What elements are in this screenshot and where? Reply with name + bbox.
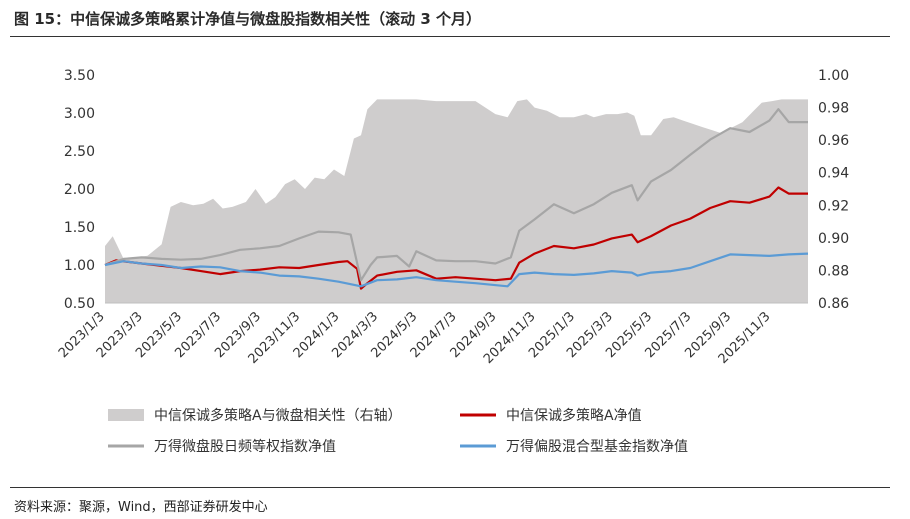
legend-label: 中信保诚多策略A净值 xyxy=(506,407,642,424)
legend: 中信保诚多策略A与微盘相关性（右轴） 中信保诚多策略A净值万得微盘股日频等权指数净… xyxy=(108,407,688,455)
y-left-tick-label: 2.00 xyxy=(64,182,95,198)
y-left-tick-label: 1.50 xyxy=(64,220,95,236)
y-left-tick-label: 3.00 xyxy=(64,106,95,122)
series-area-correlation xyxy=(105,99,808,304)
y-right-tick-label: 0.92 xyxy=(818,198,849,214)
y-right-tick-label: 0.90 xyxy=(818,231,849,247)
legend-label: 万得偏股混合型基金指数净值 xyxy=(506,438,688,455)
y-right-tick-label: 0.88 xyxy=(818,263,849,279)
legend-swatch-area xyxy=(108,409,144,421)
chart: 0.50 1.00 1.50 2.00 2.50 3.00 3.50 0.86 0.88 0.90… xyxy=(56,68,849,455)
series-line-1 xyxy=(104,186,808,290)
series-line-3 xyxy=(104,252,809,288)
source-note: 资料来源：聚源，Wind，西部证券研发中心 xyxy=(14,500,268,515)
series-line-2 xyxy=(104,108,808,282)
chart-title: 图 15：中信保诚多策略累计净值与微盘股指数相关性（滚动 3 个月） xyxy=(14,10,481,28)
y-left-tick-label: 0.50 xyxy=(64,296,95,312)
title-rule xyxy=(10,36,890,37)
y-right-tick-label: 0.86 xyxy=(818,296,849,312)
y-right-tick-label: 1.00 xyxy=(818,68,849,84)
y-right-tick-label: 0.96 xyxy=(818,133,849,149)
y-left-tick-label: 3.50 xyxy=(64,68,95,84)
legend-label: 中信保诚多策略A与微盘相关性（右轴） xyxy=(154,407,402,424)
correlation-area-layer xyxy=(105,99,808,304)
y-right-tick-label: 0.98 xyxy=(818,101,849,117)
line-series-layer xyxy=(104,108,809,290)
y-left-tick-label: 1.00 xyxy=(64,258,95,274)
y-left-tick-label: 2.50 xyxy=(64,144,95,160)
footer-rule xyxy=(10,487,890,488)
legend-label: 万得微盘股日频等权指数净值 xyxy=(154,438,336,455)
y-right-tick-label: 0.94 xyxy=(818,166,849,182)
